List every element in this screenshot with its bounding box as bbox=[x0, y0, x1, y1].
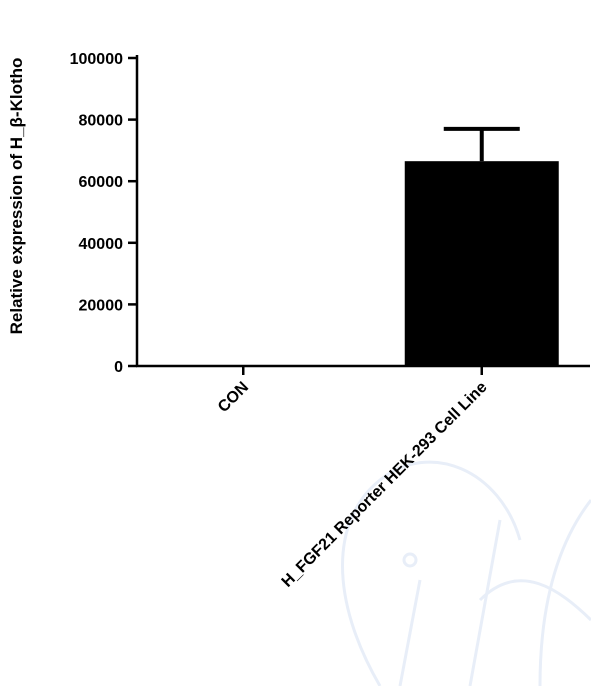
y-tick-label: 100000 bbox=[70, 51, 123, 68]
y-axis-ticks: 0 20000 40000 60000 80000 100000 bbox=[70, 51, 137, 376]
x-category-label: H_FGF21 Reporter HEK-293 Cell Line bbox=[279, 379, 491, 591]
y-tick-label: 0 bbox=[114, 359, 123, 376]
x-category-label: CON bbox=[215, 379, 252, 416]
bar bbox=[405, 161, 559, 366]
y-tick-label: 80000 bbox=[79, 113, 124, 130]
y-tick-label: 60000 bbox=[79, 174, 124, 191]
y-tick-label: 20000 bbox=[79, 297, 124, 314]
y-tick-label: 40000 bbox=[79, 236, 124, 253]
x-axis-ticks: CON H_FGF21 Reporter HEK-293 Cell Line bbox=[215, 366, 491, 591]
y-axis-title: Relative expression of H_β-Klotho bbox=[7, 58, 26, 335]
bars bbox=[405, 129, 559, 366]
